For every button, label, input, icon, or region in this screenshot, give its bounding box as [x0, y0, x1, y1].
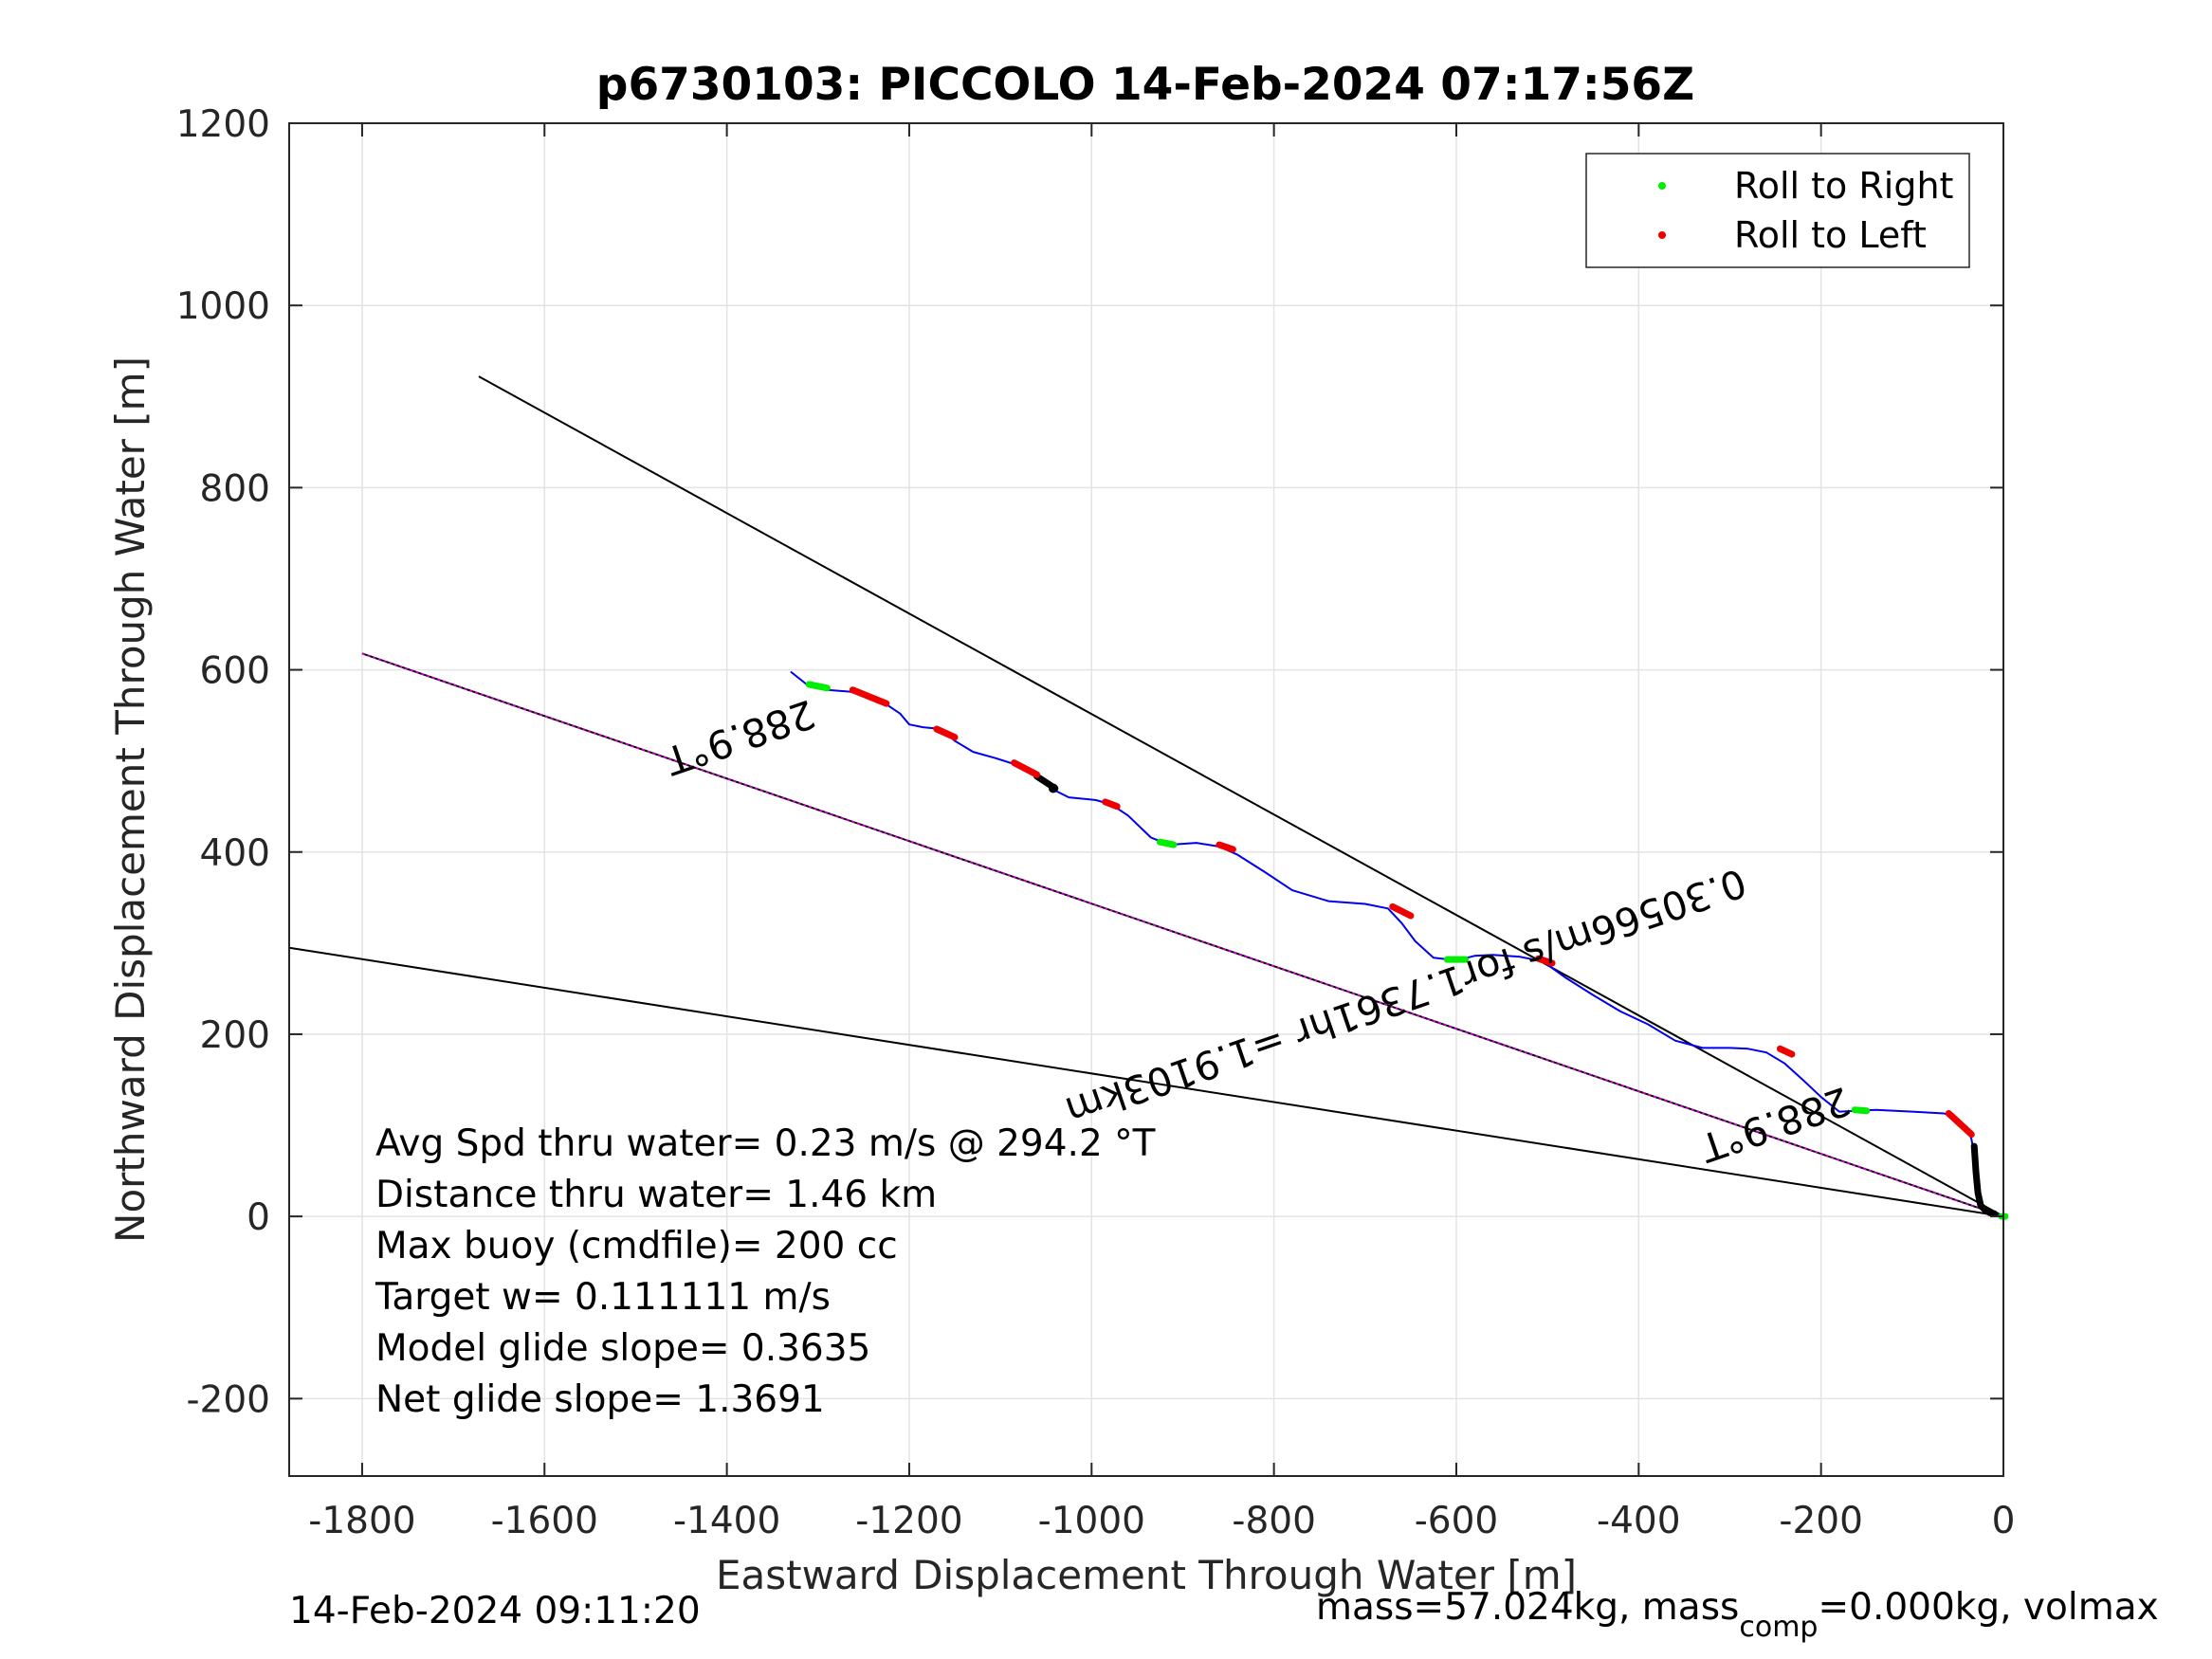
black-track-dot — [1048, 783, 1058, 793]
roll-left-segment — [1776, 1045, 1796, 1058]
legend-label: Roll to Left — [1734, 214, 1927, 256]
y-tick-label: 0 — [247, 1196, 270, 1239]
y-axis-label: Northward Displacement Through Water [m] — [107, 356, 154, 1243]
mass-suffix: =0.000kg, volmax — [1818, 1586, 2158, 1629]
footer-mass-info: mass=57.024kg, masscomp=0.000kg, volmax — [1316, 1586, 2159, 1644]
roll-right-segment — [1156, 838, 1178, 848]
black-track-segment — [1970, 1142, 1998, 1217]
legend: Roll to Right Roll to Left — [1585, 153, 1970, 268]
reference-line — [288, 946, 2004, 1218]
stats-line: Avg Spd thru water= 0.23 m/s @ 294.2 °T — [375, 1122, 1156, 1165]
x-tick-label: -800 — [1232, 1500, 1316, 1542]
legend-box — [1585, 153, 1970, 268]
y-tick-label: 400 — [200, 832, 270, 875]
chart-title: p6730103: PICCOLO 14-Feb-2024 07:17:56Z — [596, 59, 1694, 111]
x-axis-label: Eastward Displacement Through Water [m] — [716, 1552, 1577, 1598]
stats-line: Model glide slope= 0.3635 — [375, 1327, 870, 1370]
roll-right-segment — [1851, 1106, 1871, 1115]
x-tick-label: -1800 — [308, 1500, 415, 1542]
x-tick-label: 0 — [1992, 1500, 2016, 1542]
y-tick-label: -200 — [186, 1378, 270, 1421]
y-tick-label: 1200 — [176, 103, 270, 146]
reference-line — [478, 375, 2004, 1217]
stats-line: Distance thru water= 1.46 km — [375, 1174, 937, 1216]
roll-left-segment — [1945, 1110, 1975, 1139]
roll-left-segment — [933, 725, 959, 741]
plot-frame — [288, 122, 2004, 1477]
roll-left-segment — [1535, 955, 1556, 967]
mass-prefix: mass=57.024kg, mass — [1316, 1586, 1739, 1629]
heading-line — [361, 652, 2004, 1218]
data-series — [288, 375, 2009, 1220]
y-tick-label: 1000 — [176, 285, 270, 328]
x-tick-label: -1200 — [855, 1500, 962, 1542]
mass-subscript: comp — [1739, 1611, 1818, 1644]
x-tick-label: -600 — [1415, 1500, 1499, 1542]
roll-left-segment — [849, 686, 890, 707]
roll-left-segment — [1216, 841, 1236, 853]
stats-line: Net glide slope= 1.3691 — [375, 1378, 825, 1421]
roll-left-segment — [1102, 798, 1121, 811]
y-tick-label: 600 — [200, 650, 270, 693]
x-tick-label: -400 — [1597, 1500, 1681, 1542]
legend-marker — [1658, 231, 1666, 239]
x-tick-label: -1600 — [491, 1500, 598, 1542]
stats-block: Avg Spd thru water= 0.23 m/s @ 294.2 °T D… — [375, 1122, 1156, 1421]
legend-marker — [1658, 182, 1666, 190]
stats-line: Target w= 0.111111 m/s — [375, 1276, 831, 1319]
roll-left-segment — [1011, 759, 1041, 778]
x-tick-label: -1000 — [1038, 1500, 1145, 1542]
footer-timestamp: 14-Feb-2024 09:11:20 — [289, 1590, 701, 1632]
x-tick-label: -1400 — [673, 1500, 780, 1542]
x-tick-label: -200 — [1779, 1500, 1863, 1542]
axis-ticks: -1800 -1600 -1400 -1200 -1000 -800 -600 -400 -20… — [176, 103, 2016, 1542]
roll-right-segment — [805, 681, 831, 692]
y-tick-label: 200 — [200, 1014, 270, 1057]
stats-line: Max buoy (cmdfile)= 200 cc — [375, 1225, 898, 1267]
legend-label: Roll to Right — [1734, 165, 1953, 207]
y-tick-label: 800 — [200, 467, 270, 510]
roll-left-segment — [1389, 902, 1415, 920]
